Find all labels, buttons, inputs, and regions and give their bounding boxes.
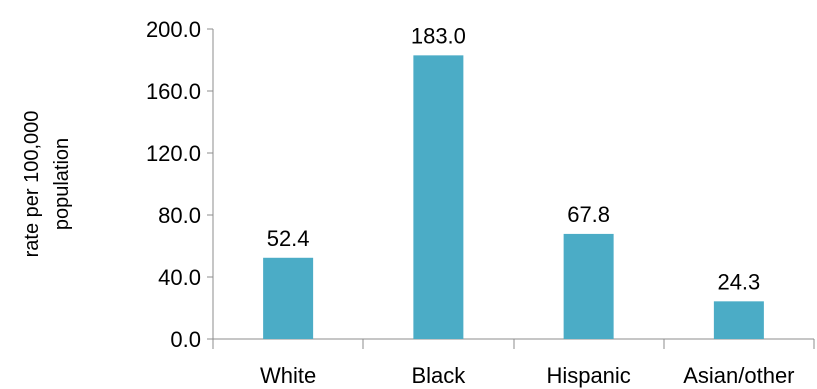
y-axis-title: rate per 100,000 population (21, 111, 73, 258)
x-category-label: Hispanic (546, 363, 630, 388)
y-tick-label: 200.0 (146, 17, 201, 42)
y-axis-title-line-1: rate per 100,000 (21, 111, 43, 258)
y-tick-label: 0.0 (170, 327, 201, 352)
y-tick-label: 80.0 (158, 203, 201, 228)
bar-black (413, 55, 464, 339)
y-axis: 0.0 40.0 80.0 120.0 160.0 200.0 (146, 17, 214, 352)
y-axis-title-line-2: population (51, 138, 73, 230)
y-tick-label: 120.0 (146, 141, 201, 166)
bar-white (263, 257, 314, 339)
data-label: 183.0 (411, 23, 466, 48)
bar-hispanic (563, 233, 614, 339)
x-category-label: Black (411, 363, 466, 388)
x-axis (212, 338, 815, 349)
bar-asian-other (713, 301, 764, 339)
y-tick-label: 40.0 (158, 265, 201, 290)
data-label: 52.4 (267, 226, 310, 251)
bars (263, 55, 764, 339)
x-category-label: White (260, 363, 316, 388)
data-labels: 52.4 183.0 67.8 24.3 (267, 23, 761, 294)
y-tick-label: 160.0 (146, 79, 201, 104)
data-label: 24.3 (717, 269, 760, 294)
category-labels: White Black Hispanic Asian/other (260, 363, 795, 388)
x-category-label: Asian/other (683, 363, 794, 388)
data-label: 67.8 (567, 202, 610, 227)
